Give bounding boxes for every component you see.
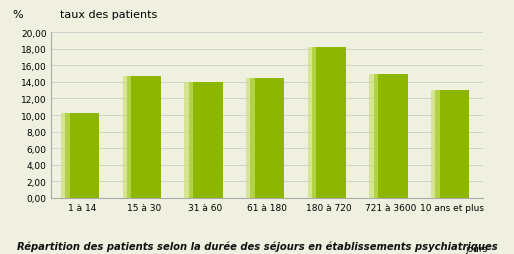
Bar: [61, 114, 69, 198]
Bar: [374, 75, 408, 198]
Bar: [65, 114, 99, 198]
Bar: [312, 48, 346, 198]
Bar: [250, 78, 284, 198]
Bar: [189, 83, 223, 198]
Bar: [308, 48, 316, 198]
Bar: [246, 78, 254, 198]
Bar: [127, 77, 161, 198]
Text: taux des patients: taux des patients: [60, 10, 157, 20]
Text: Répartition des patients selon la durée des séjours en établissements psychiatri: Répartition des patients selon la durée …: [16, 241, 498, 251]
Bar: [185, 83, 193, 198]
Text: %: %: [12, 10, 23, 20]
Text: jours
d'hospitalisatin: jours d'hospitalisatin: [418, 244, 487, 254]
Bar: [370, 75, 378, 198]
Bar: [435, 91, 469, 198]
Bar: [431, 91, 439, 198]
Bar: [123, 77, 131, 198]
